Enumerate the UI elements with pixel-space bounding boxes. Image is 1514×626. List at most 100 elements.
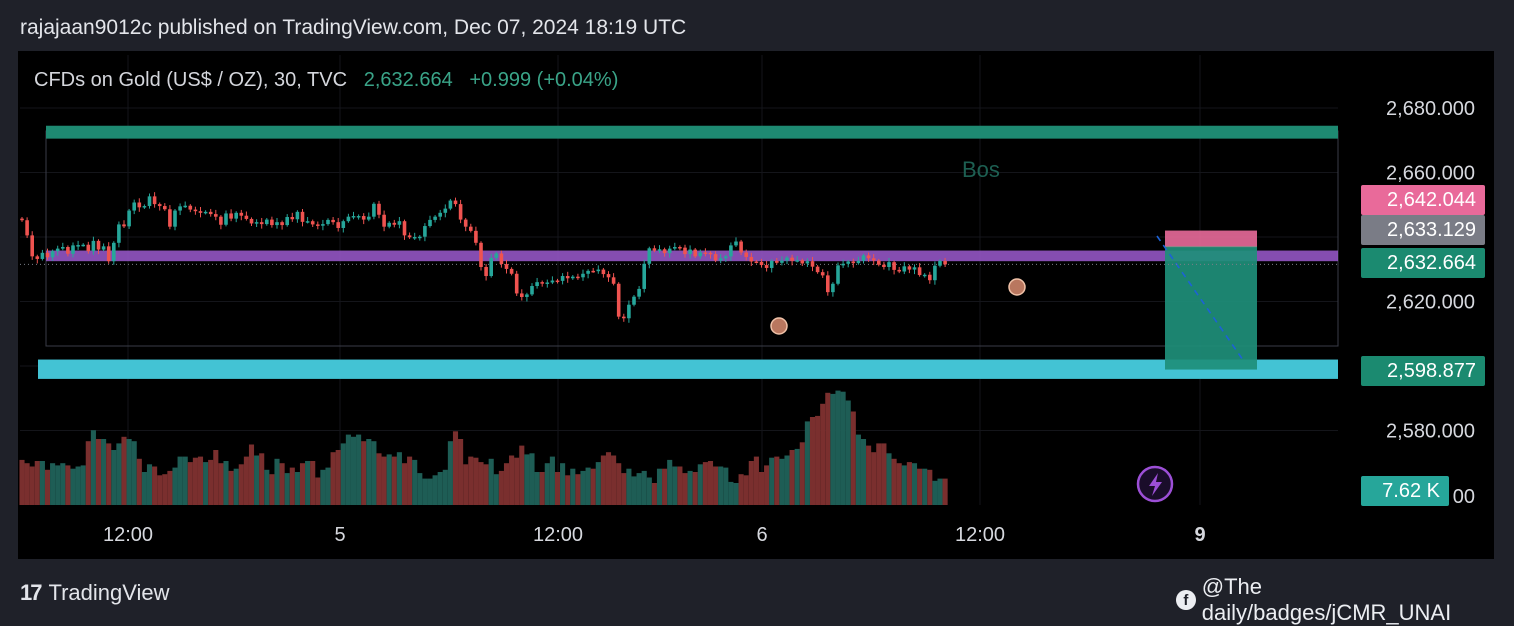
volume-bar bbox=[248, 444, 255, 505]
candle-body bbox=[724, 256, 728, 259]
candle-body bbox=[326, 219, 330, 225]
social-handle[interactable]: f @The daily/badges/jCMR_UNAI bbox=[1176, 574, 1514, 626]
candle-body bbox=[943, 260, 947, 265]
y-tick-label: 2,580.000 bbox=[1386, 421, 1475, 443]
volume-bar bbox=[544, 463, 550, 505]
volume-bar bbox=[401, 463, 408, 505]
volume-bar bbox=[519, 445, 525, 505]
volume-bar bbox=[524, 454, 530, 505]
candle-body bbox=[219, 216, 223, 225]
candle-body bbox=[280, 222, 284, 226]
volume-bar bbox=[825, 392, 831, 505]
short-position-tool bbox=[20, 230, 1338, 370]
volume-bar bbox=[182, 456, 188, 505]
volume-bar bbox=[417, 473, 423, 505]
social-text: @The daily/badges/jCMR_UNAI bbox=[1201, 574, 1452, 625]
volume-bar bbox=[585, 467, 591, 505]
volume-bar bbox=[19, 459, 25, 505]
candle-body bbox=[769, 260, 774, 268]
candle-body bbox=[66, 246, 70, 254]
candle-body bbox=[520, 293, 524, 297]
volume-bar bbox=[126, 439, 132, 505]
volume-bar bbox=[381, 456, 387, 505]
candle-body bbox=[836, 265, 840, 284]
candle-body bbox=[188, 205, 193, 210]
zones bbox=[38, 125, 1338, 379]
candle-body bbox=[40, 252, 45, 259]
candle-body bbox=[662, 249, 667, 254]
volume-bar bbox=[116, 443, 122, 505]
candle-body bbox=[106, 246, 111, 262]
swing-marker bbox=[770, 317, 788, 335]
candle-body bbox=[234, 212, 238, 219]
volume-bar bbox=[228, 470, 234, 505]
volume-bar bbox=[121, 436, 127, 505]
candle-body bbox=[795, 260, 799, 262]
bolt-icon[interactable] bbox=[1136, 465, 1174, 503]
candle-body bbox=[76, 245, 80, 247]
candle-body bbox=[433, 216, 437, 220]
candle-body bbox=[591, 270, 595, 273]
main-pane-frame bbox=[45, 130, 1339, 347]
volume-bar bbox=[218, 463, 224, 505]
price-tag-stop: 2,642.044 bbox=[1361, 185, 1485, 215]
volume-bar bbox=[560, 463, 566, 505]
volume-bar bbox=[728, 481, 734, 505]
volume-bar bbox=[90, 430, 96, 505]
volume-bar bbox=[906, 462, 912, 505]
tradingview-logo[interactable]: 17 TradingView bbox=[20, 580, 170, 606]
candle-body bbox=[632, 296, 636, 305]
volume-bar bbox=[146, 464, 153, 505]
volume-bar bbox=[667, 459, 673, 505]
candle-body bbox=[229, 213, 233, 219]
candle-body bbox=[535, 282, 539, 287]
candle-body bbox=[525, 294, 529, 297]
price-tag-last: 2,632.664 bbox=[1361, 248, 1485, 278]
candle-body bbox=[423, 226, 427, 237]
volume-bar bbox=[264, 469, 270, 505]
volume-bar bbox=[55, 465, 61, 505]
candle-body bbox=[708, 252, 713, 255]
candle-body bbox=[718, 258, 723, 261]
volume-bar bbox=[549, 456, 555, 505]
volume-bar bbox=[758, 472, 765, 505]
volume-bar bbox=[24, 463, 30, 505]
volume-bar bbox=[789, 450, 795, 505]
candle-body bbox=[764, 265, 769, 268]
x-tick-label: 12:00 bbox=[533, 524, 583, 546]
symbol-name: CFDs on Gold (US$ / OZ), 30, TVC bbox=[34, 69, 348, 91]
candle-body bbox=[877, 260, 881, 265]
volume-bar bbox=[208, 459, 214, 505]
candle-body bbox=[938, 260, 942, 266]
volume-bar bbox=[44, 469, 51, 505]
y-tick-label: 00 bbox=[1453, 486, 1475, 508]
volume-bar bbox=[259, 453, 265, 505]
volume-bar bbox=[748, 461, 754, 505]
candle-body bbox=[560, 276, 565, 281]
volume-bar bbox=[233, 468, 239, 505]
candle-body bbox=[224, 213, 228, 225]
volume-bar bbox=[534, 472, 540, 505]
y-tick-label: 2,680.000 bbox=[1386, 98, 1475, 120]
y-tick-label: 2,620.000 bbox=[1386, 292, 1475, 314]
volume-bar bbox=[442, 469, 448, 505]
volume-bar bbox=[325, 467, 331, 505]
target-zone bbox=[1165, 246, 1257, 370]
candle-body bbox=[851, 261, 856, 264]
volume-bar bbox=[835, 390, 841, 505]
volume-bar bbox=[794, 448, 800, 505]
volume-bar bbox=[391, 456, 397, 505]
volume-bar bbox=[305, 461, 311, 505]
volume-bar bbox=[779, 458, 785, 505]
candle-body bbox=[902, 266, 907, 272]
volume-bar bbox=[611, 455, 617, 505]
candle-body bbox=[305, 221, 310, 223]
candle-body bbox=[453, 200, 458, 205]
candle-body bbox=[474, 230, 478, 243]
candle-body bbox=[295, 211, 300, 220]
volume-bar bbox=[743, 475, 749, 505]
volume-bar bbox=[651, 483, 657, 505]
candle-body bbox=[657, 249, 662, 251]
volume-bar bbox=[871, 452, 877, 505]
